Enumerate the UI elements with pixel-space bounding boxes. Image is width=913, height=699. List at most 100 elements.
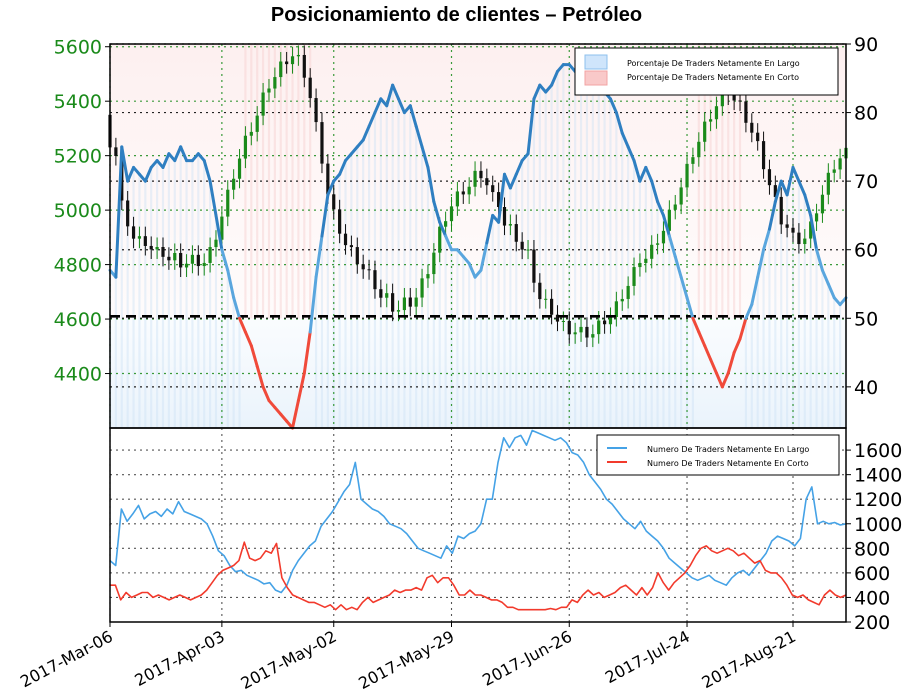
candle-body	[685, 163, 689, 188]
candle-body	[302, 54, 306, 78]
candle-body	[697, 141, 701, 158]
candle-body	[273, 77, 277, 89]
pct-line-segment	[332, 172, 342, 183]
candle-body	[703, 121, 707, 142]
pct-line-segment	[673, 255, 683, 279]
candle-body	[237, 158, 242, 179]
long-count-line	[109, 429, 847, 594]
candle-body	[161, 247, 165, 257]
candle-body	[655, 243, 660, 245]
pct-line-segment	[691, 316, 701, 334]
pct-line-segment	[720, 371, 730, 389]
right-tick-label: 40	[854, 377, 878, 399]
candle-body	[714, 106, 719, 120]
pct-line-segment	[438, 220, 448, 238]
right-tick-label: 60	[854, 240, 878, 262]
top-panel: 4400 4600 4800 5000 5200 5400 5600 40 50 60 70 80 90	[54, 34, 878, 430]
candle-body	[167, 256, 171, 261]
candle-body	[561, 320, 565, 322]
candle-body	[650, 244, 654, 259]
candle-body	[591, 334, 595, 338]
pct-line-segment	[502, 172, 512, 190]
pct-line-segment	[120, 145, 130, 183]
bottom-tick-label: 1600	[854, 440, 902, 462]
candle-body	[732, 95, 736, 101]
candle-body	[644, 258, 648, 263]
candle-body	[196, 254, 200, 267]
date-tick-label: 2017-Jul-24	[602, 627, 693, 687]
pct-line-segment	[373, 97, 383, 115]
pct-line-segment	[114, 145, 124, 279]
pct-line-segment	[644, 165, 654, 183]
candle-body	[155, 247, 159, 250]
candle-body	[126, 200, 130, 227]
candle-body	[520, 241, 524, 250]
right-tick-label: 70	[854, 171, 878, 193]
pct-line-segment	[420, 145, 430, 169]
candle-body	[308, 77, 312, 99]
bottom-legend: Numero De Traders Netamente En Largo Num…	[596, 434, 840, 476]
candle-body	[420, 278, 424, 298]
candle-body	[585, 326, 589, 338]
pct-line-segment	[750, 275, 760, 307]
candle-body	[544, 298, 548, 300]
candle-body	[791, 227, 795, 233]
candle-body	[432, 252, 436, 275]
pct-line-segment	[732, 337, 742, 355]
date-tick-label: 2017-May-29	[355, 627, 457, 693]
bottom-tick-label: 400	[854, 587, 890, 609]
candle-body	[626, 285, 630, 299]
candle-body	[367, 269, 371, 271]
candle-body	[355, 247, 359, 265]
candle-body	[532, 249, 536, 283]
candle-body	[797, 232, 801, 245]
pct-line-segment	[703, 344, 713, 361]
pct-line-segment	[267, 399, 277, 409]
candle-body	[461, 191, 465, 195]
candle-body	[232, 178, 236, 190]
candle-body	[832, 169, 836, 173]
pct-line-segment	[626, 145, 636, 163]
candle-body	[349, 245, 354, 248]
pct-line-segment	[791, 165, 801, 183]
pct-line-segment	[520, 152, 530, 163]
candle-body	[396, 310, 401, 312]
candle-body	[243, 135, 248, 159]
candle-body	[279, 61, 283, 78]
candle-body	[608, 317, 613, 325]
pct-line-segment	[826, 282, 836, 300]
candle-body	[414, 297, 418, 307]
right-tick-label: 90	[854, 34, 878, 56]
pct-line-segment	[226, 268, 236, 300]
candle-body	[343, 233, 348, 246]
pct-line-segment	[385, 83, 395, 108]
pct-line-segment	[208, 179, 218, 217]
candle-body	[202, 262, 206, 267]
pct-line-segment	[532, 83, 542, 101]
candle-body	[285, 61, 289, 65]
pct-line-segment	[314, 234, 324, 279]
left-tick-label: 4600	[54, 309, 102, 331]
candle-body	[426, 274, 430, 279]
candle-body	[290, 56, 295, 65]
pct-line-segment	[614, 111, 624, 135]
pct-line-segment	[220, 248, 230, 272]
candle-body	[620, 298, 624, 302]
pct-line-segment	[279, 412, 289, 423]
pct-line-segment	[544, 83, 554, 94]
pct-line-segment	[697, 330, 707, 348]
pct-line-segment	[397, 97, 406, 115]
pct-line-segment	[249, 344, 259, 368]
pct-line-segment	[526, 97, 536, 156]
pct-line-segment	[196, 152, 206, 163]
chart-title: Posicionamiento de clientes – Petróleo	[270, 4, 643, 26]
pct-line-segment	[550, 69, 559, 87]
candle-body	[756, 132, 760, 142]
candle-body	[173, 252, 177, 261]
pct-line-segment	[756, 248, 766, 279]
candle-body	[514, 224, 518, 242]
pct-line-segment	[744, 303, 754, 320]
pct-line-segment	[650, 179, 660, 204]
pct-line-segment	[767, 200, 777, 231]
pct-line-segment	[361, 124, 371, 142]
